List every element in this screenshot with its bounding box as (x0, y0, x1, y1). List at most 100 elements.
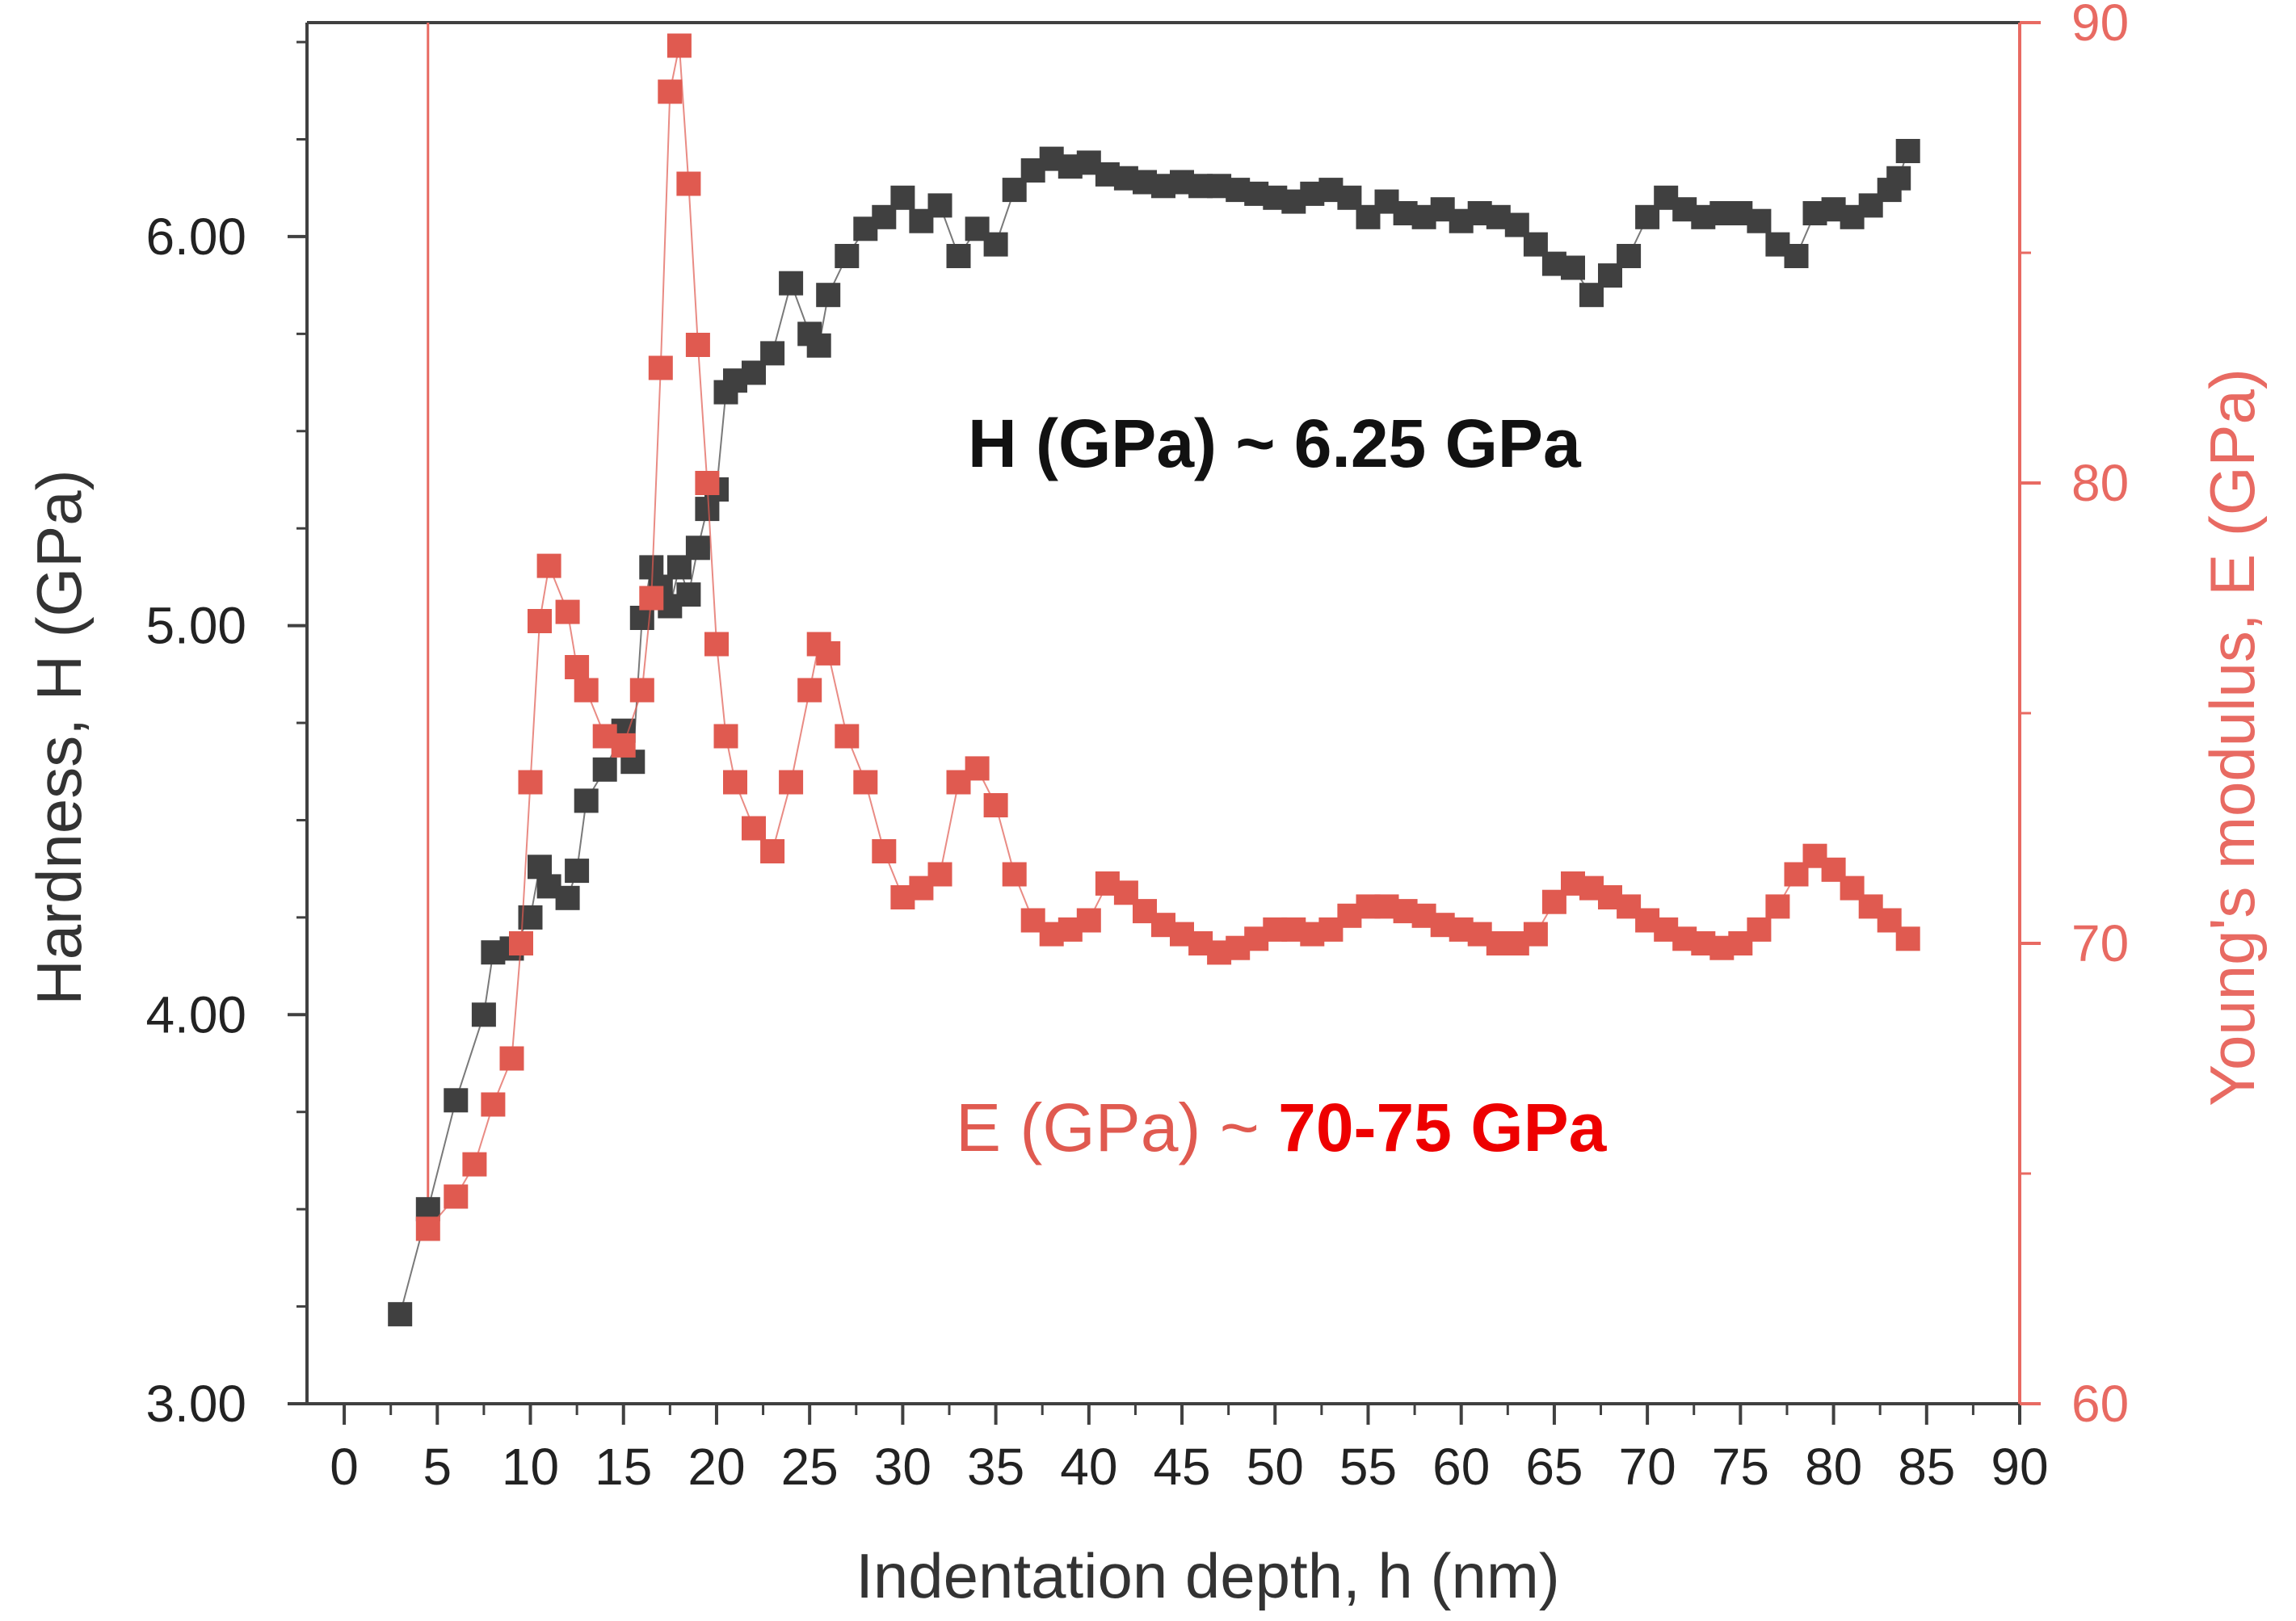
y-right-axis-title: Young's modulus, E (GPa) (2197, 368, 2268, 1107)
x-axis-title: Indentation depth, h (nm) (856, 1540, 1560, 1611)
hardness-point (816, 283, 841, 308)
modulus-point (462, 1152, 487, 1177)
modulus-point (704, 632, 729, 657)
modulus-point (676, 171, 701, 196)
modulus-point (685, 333, 710, 357)
modulus-point (528, 609, 552, 633)
y-left-axis-title: Hardness, H (GPa) (23, 469, 95, 1005)
modulus-point (444, 1184, 469, 1209)
y-right-tick-label: 60 (2071, 1375, 2129, 1433)
hardness-point (946, 244, 971, 268)
x-tick-label: 85 (1898, 1438, 1955, 1496)
modulus-point (565, 655, 590, 679)
modulus-point (629, 678, 654, 703)
hardness-point (890, 185, 915, 210)
modulus-annotation: E (GPa) ~ 70-75 GPa (956, 1090, 1608, 1165)
x-tick-label: 50 (1247, 1438, 1304, 1496)
modulus-point (499, 1046, 524, 1071)
x-tick-label: 40 (1060, 1438, 1117, 1496)
modulus-point (1747, 917, 1772, 942)
modulus-point (797, 678, 822, 703)
modulus-point (816, 640, 841, 666)
hardness-point (1561, 255, 1585, 280)
x-tick-label: 60 (1432, 1438, 1490, 1496)
modulus-point (667, 33, 692, 58)
x-tick-label: 25 (781, 1438, 839, 1496)
hardness-point (806, 333, 831, 358)
modulus-point (536, 553, 561, 578)
x-tick-label: 55 (1339, 1438, 1397, 1496)
modulus-point (742, 816, 766, 841)
x-tick-label: 80 (1805, 1438, 1862, 1496)
hardness-point (565, 859, 590, 884)
modulus-point (1765, 894, 1790, 919)
hardness-point (574, 788, 599, 813)
modulus-point (509, 931, 533, 955)
hardness-point (835, 244, 860, 268)
hardness-point (471, 1002, 496, 1027)
modulus-point (1076, 908, 1101, 933)
modulus-point (518, 770, 543, 795)
modulus-point (1523, 922, 1548, 947)
modulus-point (779, 770, 804, 795)
modulus-point (1002, 862, 1027, 887)
hardness-annotation-value: 6.25 GPa (1294, 405, 1582, 481)
hardness-point (388, 1302, 413, 1327)
hardness-point (983, 232, 1008, 257)
hardness-point (1617, 244, 1642, 268)
modulus-point (658, 79, 683, 104)
modulus-point (481, 1092, 506, 1117)
modulus-point (872, 839, 897, 863)
modulus-point (1895, 926, 1920, 951)
y-left-tick-label: 4.00 (145, 985, 246, 1044)
x-tick-label: 30 (874, 1438, 931, 1496)
modulus-point (713, 724, 738, 749)
modulus-point (927, 862, 952, 887)
series-group (388, 33, 1920, 1327)
modulus-point (723, 770, 747, 795)
x-tick-label: 65 (1525, 1438, 1583, 1496)
hardness-annotation: H (GPa) ~ 6.25 GPa (968, 405, 1582, 481)
y-right-tick-label: 90 (2071, 0, 2129, 52)
x-tick-label: 15 (595, 1438, 652, 1496)
modulus-point (760, 839, 785, 863)
modulus-point (555, 599, 580, 624)
annotations-group: H (GPa) ~ 6.25 GPa E (GPa) ~ 70-75 GPa (956, 405, 1608, 1165)
hardness-point (927, 193, 952, 218)
modulus-series-line (427, 45, 1909, 1230)
hardness-point (1886, 166, 1911, 191)
modulus-point (983, 793, 1008, 817)
modulus-point (835, 724, 860, 749)
hardness-point (1784, 244, 1809, 268)
y-right-tick-label: 70 (2071, 914, 2129, 972)
hardness-point (555, 885, 580, 910)
x-tick-label: 35 (967, 1438, 1024, 1496)
x-tick-label: 45 (1153, 1438, 1210, 1496)
x-tick-label: 5 (423, 1438, 452, 1496)
labels-group: Indentation depth, h (nm) Hardness, H (G… (23, 368, 2268, 1611)
hardness-point (1747, 208, 1772, 233)
modulus-annotation-value: 70-75 GPa (1278, 1090, 1608, 1165)
modulus-point (695, 471, 720, 495)
axes-group: 0 5 10 15 20 25 30 35 40 45 50 55 60 65 70 75 80 85 90 3.00… (145, 0, 2129, 1496)
hardness-annotation-prefix: H (GPa) ~ (968, 405, 1294, 481)
modulus-annotation-prefix: E (GPa) ~ (956, 1090, 1278, 1165)
x-tick-label: 70 (1619, 1438, 1676, 1496)
y-left-tick-label: 3.00 (145, 1375, 246, 1433)
y-left-tick-label: 6.00 (145, 208, 246, 266)
x-tick-label: 75 (1712, 1438, 1769, 1496)
modulus-point (853, 770, 878, 795)
x-tick-label: 10 (502, 1438, 559, 1496)
hardness-point (1895, 139, 1920, 163)
x-tick-label: 0 (330, 1438, 359, 1496)
modulus-point (965, 756, 990, 781)
hardness-point (779, 271, 804, 296)
y-right-tick-label: 80 (2071, 454, 2129, 512)
x-tick-label: 90 (1991, 1438, 2048, 1496)
modulus-point (574, 678, 599, 703)
hardness-point (676, 582, 701, 607)
hardness-point (444, 1088, 469, 1113)
hardness-point (592, 757, 617, 782)
modulus-point (639, 586, 664, 611)
